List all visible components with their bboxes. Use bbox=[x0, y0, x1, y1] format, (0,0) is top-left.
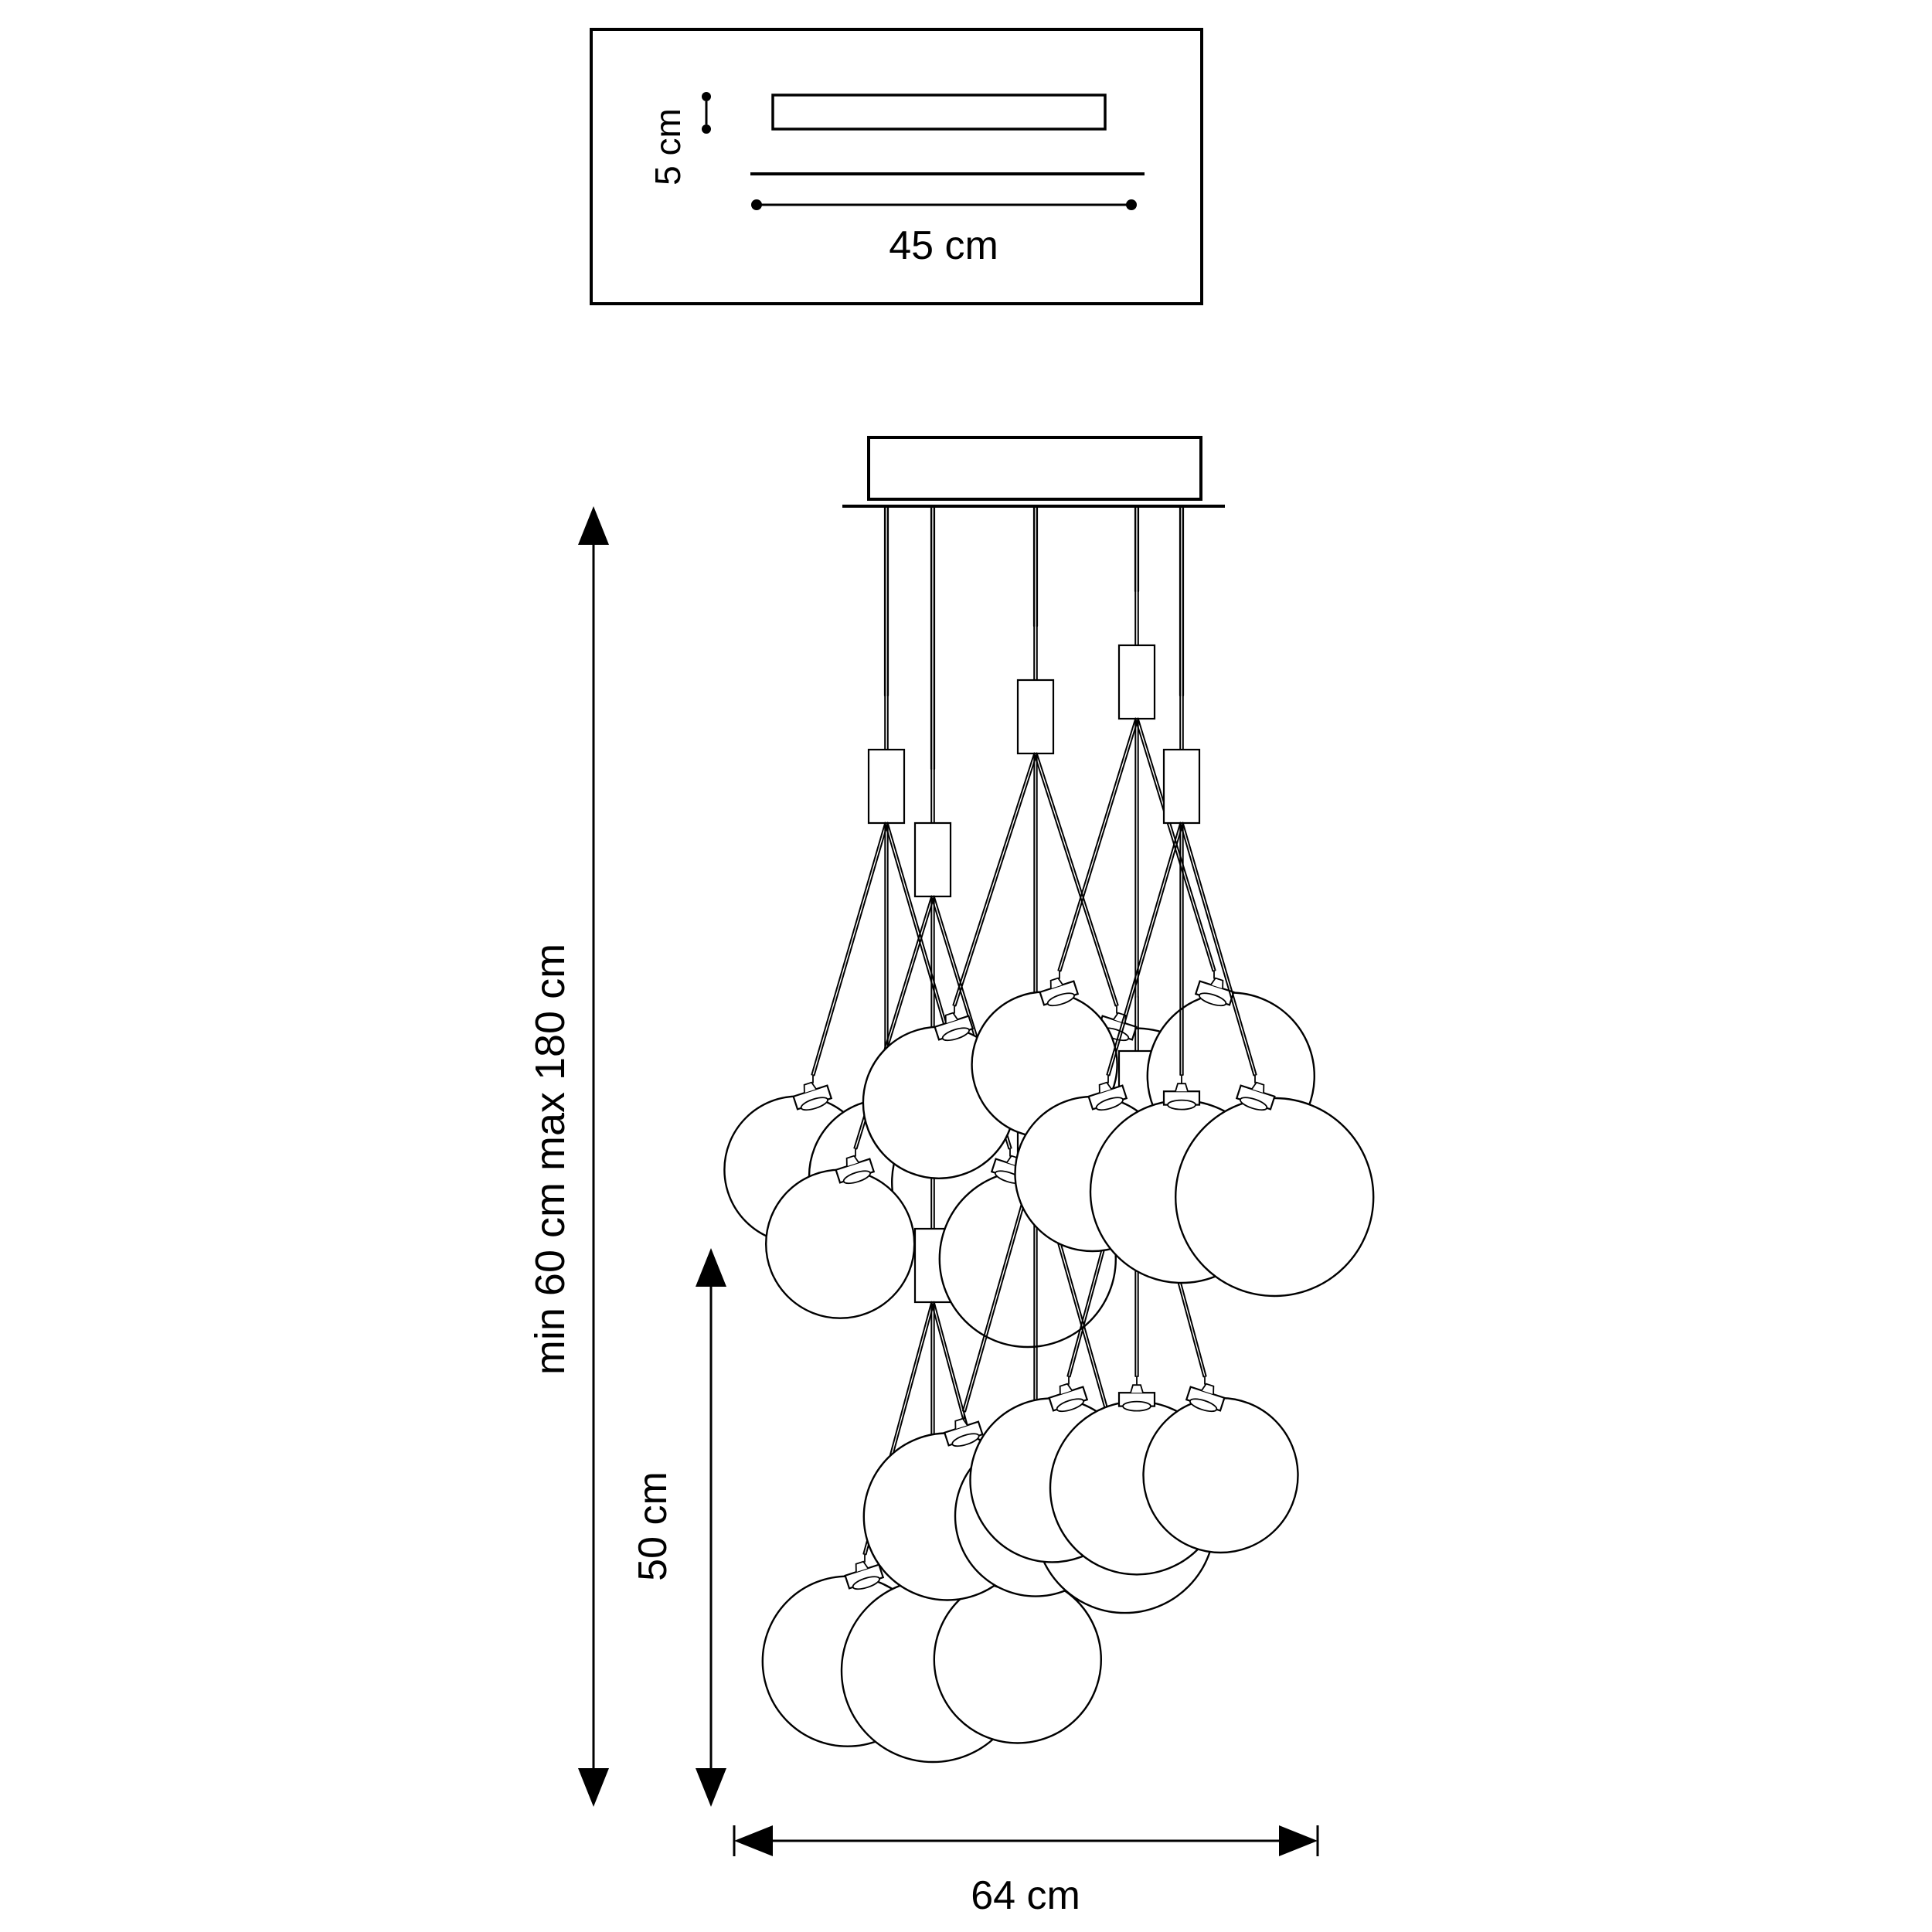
svg-text:45 cm: 45 cm bbox=[889, 223, 998, 268]
svg-text:64 cm: 64 cm bbox=[971, 1873, 1080, 1918]
svg-text:5 cm: 5 cm bbox=[648, 108, 688, 185]
svg-text:50 cm: 50 cm bbox=[631, 1471, 675, 1581]
svg-text:min 60 cm max 180 cm: min 60 cm max 180 cm bbox=[527, 944, 573, 1375]
